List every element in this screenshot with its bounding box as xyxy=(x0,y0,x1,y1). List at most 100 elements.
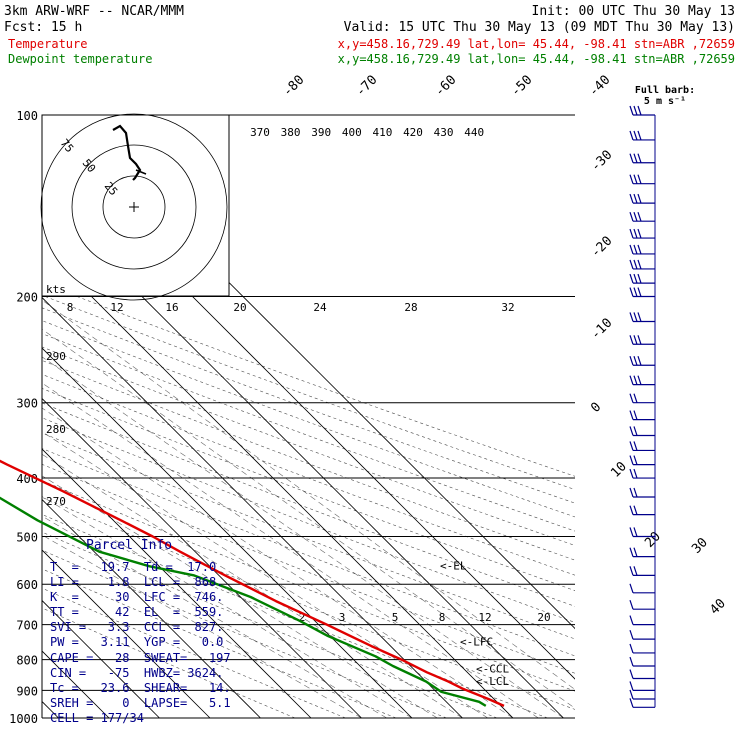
wind-barb-feather xyxy=(629,174,634,184)
theta-label: 280 xyxy=(46,423,66,436)
wind-barb-feather xyxy=(637,211,642,222)
isotherm-line xyxy=(42,599,160,718)
wind-barb-feather xyxy=(637,130,642,141)
moist-adiabat xyxy=(42,534,362,718)
dry-adiabat xyxy=(42,402,575,607)
parcel-marker-label: <-LFC xyxy=(460,635,493,648)
wind-barb-feather xyxy=(633,426,638,436)
theta-e-label: 390 xyxy=(311,126,331,139)
wind-barb-feather xyxy=(633,312,638,322)
wind-barb-feather xyxy=(629,629,634,640)
mixing-ratio-label-lower: 8 xyxy=(439,611,446,624)
hodograph-frame xyxy=(41,114,230,297)
dry-adiabat xyxy=(42,463,575,674)
isotherm-line xyxy=(42,246,514,718)
theta-e-label: 420 xyxy=(403,126,423,139)
theta-e-label: 400 xyxy=(342,126,362,139)
wind-barb-feather xyxy=(629,393,634,403)
theta-e-label: 370 xyxy=(250,126,270,139)
wind-barb-feather xyxy=(629,599,634,610)
dry-adiabat xyxy=(42,417,575,623)
hodograph-units-label: kts xyxy=(46,283,66,296)
parcel-info-row: SVI = 3.3 CCL = 827. xyxy=(50,620,224,635)
mixing-ratio-label-lower: 5 xyxy=(392,611,399,624)
wind-barb-feather xyxy=(637,312,642,322)
wind-barb xyxy=(629,487,655,498)
wind-barb-feather xyxy=(633,273,638,284)
temperature-legend-info: x,y=458.16,729.49 lat,lon= 45.44, -98.41… xyxy=(338,37,735,51)
temperature-trace xyxy=(0,459,505,707)
parcel-info-box: Parcel Info T = 19.7 Td = 17.0 LI = 1.8 L… xyxy=(44,536,231,725)
wind-barb-feather xyxy=(633,487,638,498)
wind-barb-feather xyxy=(637,228,642,239)
wind-barb xyxy=(629,393,655,404)
wind-barb xyxy=(629,505,655,516)
wind-barb-feather xyxy=(629,244,634,255)
wind-barb-feather xyxy=(629,211,634,222)
wind-barb-feather xyxy=(633,105,638,116)
hodograph-trace xyxy=(112,124,142,181)
wind-barb xyxy=(629,335,655,345)
wind-barb-feather xyxy=(633,468,638,479)
parcel-info-row: CIN = -75 HWBZ= 3624. xyxy=(50,665,224,680)
temperature-legend-label: Temperature xyxy=(8,37,87,51)
parcel-info-row: CAPE = 28 SWEAT= 197 xyxy=(50,650,231,665)
wind-barb xyxy=(629,615,655,626)
model-title: 3km ARW-WRF -- NCAR/MMM xyxy=(4,4,184,19)
isotherm-line xyxy=(42,448,312,718)
parcel-info-row: K = 30 LFC = 746. xyxy=(50,590,224,605)
wind-barb xyxy=(629,689,655,700)
wind-barb xyxy=(629,455,655,466)
mixing-ratio-label: 20 xyxy=(233,301,246,314)
isotherm-label: -50 xyxy=(508,73,535,100)
theta-e-label: 430 xyxy=(434,126,454,139)
isotherm-label: 10 xyxy=(608,459,630,481)
pressure-tick-label: 200 xyxy=(16,291,38,305)
wind-barb-feather xyxy=(629,153,634,163)
wind-barb-feather xyxy=(629,130,634,141)
pressure-tick-label: 600 xyxy=(16,578,38,592)
isotherm-label: -70 xyxy=(353,73,380,100)
wind-barb-feather xyxy=(629,656,634,667)
wind-barb xyxy=(629,656,655,667)
mixing-ratio-label: 16 xyxy=(165,301,178,314)
wind-barb-feather xyxy=(633,174,638,184)
wind-barb xyxy=(629,547,655,558)
dry-adiabat xyxy=(42,549,447,718)
dry-adiabat xyxy=(42,480,575,692)
wind-barb-feather xyxy=(633,244,638,255)
wind-barb xyxy=(629,356,655,366)
hodograph-ring xyxy=(71,144,197,270)
isotherm-label: -30 xyxy=(588,148,615,175)
wind-barb-feather xyxy=(629,426,634,436)
wind-barb xyxy=(629,698,655,708)
wind-barb-feather xyxy=(629,356,634,366)
wind-barb-feather xyxy=(633,547,638,557)
wind-barb-feather xyxy=(637,174,642,184)
mixing-ratio-label: 24 xyxy=(313,301,327,314)
wind-barb-feather xyxy=(633,505,638,515)
dry-adiabat xyxy=(42,496,575,710)
isotherm-label: -20 xyxy=(588,234,615,261)
pressure-tick-label: 100 xyxy=(16,109,38,123)
wind-barb-feather xyxy=(637,375,642,385)
wind-barb-feather xyxy=(633,410,638,420)
isotherm-line xyxy=(42,549,211,718)
wind-barb-feather xyxy=(637,193,642,204)
wind-barb-feather xyxy=(633,287,638,297)
wind-barb-feather xyxy=(633,335,638,345)
parcel-marker-label: <-LCL xyxy=(476,675,509,688)
wind-barb-feather xyxy=(629,689,634,700)
wind-barb-feather xyxy=(629,312,634,322)
isotherm-line xyxy=(42,498,261,718)
wind-barb-feather xyxy=(633,193,638,204)
wind-barb-feather xyxy=(637,273,642,284)
wind-barb xyxy=(629,312,655,323)
wind-barb xyxy=(629,643,655,654)
wind-barb-feather xyxy=(633,441,638,451)
storm-motion-marker xyxy=(135,169,147,175)
wind-barb-feather xyxy=(629,335,634,345)
wind-barb xyxy=(629,681,655,692)
